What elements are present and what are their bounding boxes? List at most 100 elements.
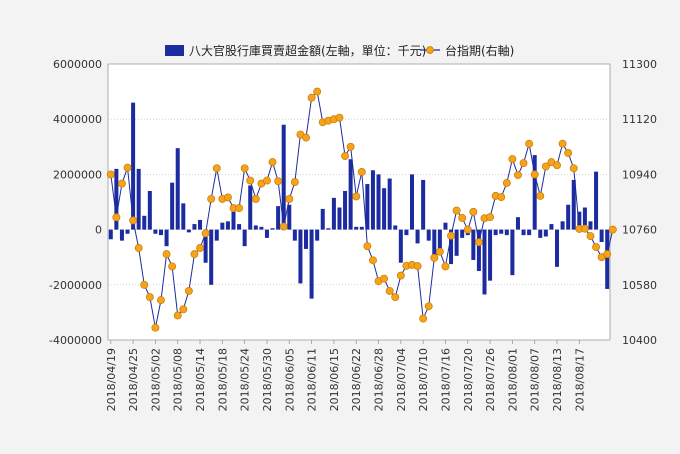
right-tick-label: 11300	[622, 58, 657, 71]
line-point	[184, 286, 193, 295]
left-tick-label: 0	[95, 224, 102, 237]
bar	[488, 229, 493, 281]
bar	[460, 229, 465, 238]
line-point	[145, 293, 154, 302]
line-point	[357, 167, 366, 176]
bar	[499, 229, 504, 234]
bar	[527, 229, 532, 236]
bar	[426, 229, 431, 241]
line-point	[502, 179, 511, 187]
line-point	[413, 262, 422, 271]
line-point	[307, 93, 316, 102]
line-point	[419, 314, 428, 323]
bar	[231, 211, 236, 230]
line-point	[207, 194, 216, 203]
bar	[119, 229, 124, 241]
x-tick-label: 2018/08/13	[551, 348, 564, 411]
left-tick-label: 6000000	[53, 58, 102, 71]
line-point	[608, 225, 617, 234]
bar	[437, 229, 442, 252]
right-tick-label: 11120	[622, 113, 657, 126]
line-point	[580, 224, 589, 233]
line-point	[201, 229, 210, 238]
right-tick-label: 10940	[622, 168, 657, 181]
legend-bar-label: 八大官股行庫買賣超金額(左軸，單位：千元)	[189, 43, 426, 58]
bar	[114, 168, 119, 230]
x-tick-label: 2018/07/10	[417, 348, 430, 411]
line-point	[263, 176, 271, 185]
bar	[599, 229, 604, 243]
x-tick-label: 2018/06/11	[306, 348, 319, 411]
line-point	[603, 250, 612, 259]
bar	[560, 221, 565, 230]
line-point	[474, 238, 483, 247]
line-point	[447, 231, 455, 240]
bar	[264, 229, 269, 238]
x-tick-label: 2018/08/01	[506, 348, 519, 411]
right-tick-label: 10400	[622, 334, 657, 347]
bar	[253, 225, 258, 230]
bar	[292, 229, 297, 241]
line-point	[564, 148, 573, 157]
line-point	[313, 87, 322, 96]
bar	[538, 229, 543, 238]
line-point	[469, 207, 478, 216]
bar	[582, 207, 587, 230]
bar	[147, 190, 152, 230]
line-point	[290, 178, 299, 187]
line-point	[463, 225, 472, 234]
bar	[421, 179, 426, 230]
bar	[225, 221, 230, 230]
bar	[493, 229, 498, 236]
line-point	[514, 171, 522, 179]
x-tick-label: 2018/07/04	[395, 348, 408, 411]
bar	[192, 224, 197, 230]
bar	[331, 197, 336, 230]
line-point	[497, 193, 506, 202]
bar	[164, 229, 169, 247]
x-tick-label: 2018/05/02	[149, 348, 162, 411]
bar	[220, 222, 225, 230]
bar	[605, 229, 610, 289]
bar	[259, 226, 264, 230]
bar	[443, 222, 448, 230]
left-tick-label: 2000000	[53, 168, 102, 181]
bar	[404, 229, 409, 236]
bar	[320, 208, 325, 230]
line-point	[508, 155, 517, 164]
line-point	[223, 193, 232, 202]
line-point	[352, 192, 361, 201]
bar	[136, 168, 141, 230]
bar	[242, 229, 247, 247]
bar	[376, 174, 381, 230]
bar	[170, 182, 175, 230]
bar	[298, 229, 303, 284]
bar	[125, 229, 130, 234]
bar	[248, 185, 253, 230]
x-tick-label: 2018/08/07	[529, 348, 542, 411]
bar	[348, 159, 353, 230]
bar	[315, 229, 320, 241]
bar	[393, 225, 398, 230]
bar	[343, 190, 348, 230]
line-point	[157, 296, 165, 305]
bar	[543, 229, 548, 237]
bar	[382, 188, 387, 230]
x-axis: 2018/04/19 2018/04/25 2018/05/02 2018/05/08…	[105, 340, 586, 411]
line-point	[179, 305, 188, 314]
bar	[449, 229, 454, 265]
bar	[214, 229, 219, 241]
x-tick-label: 2018/08/17	[573, 348, 586, 411]
line-point	[173, 311, 182, 320]
line-point	[424, 302, 433, 311]
left-tick-label: -2000000	[49, 279, 102, 292]
line-point	[268, 158, 277, 167]
right-tick-label: 10760	[622, 224, 657, 237]
bar	[566, 204, 571, 230]
line-point	[274, 177, 283, 186]
line-series	[106, 87, 617, 332]
line-point	[592, 243, 601, 252]
bar	[571, 179, 576, 230]
line-point	[380, 274, 389, 283]
